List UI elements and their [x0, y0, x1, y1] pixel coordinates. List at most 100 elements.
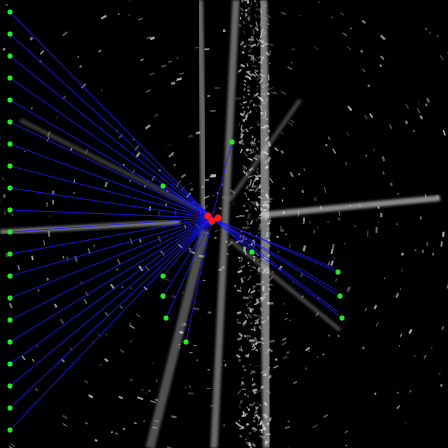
- echo-speckle: [240, 214, 246, 218]
- echo-speckle: [118, 395, 124, 400]
- echo-speckle: [248, 54, 254, 57]
- echo-speckle: [129, 324, 135, 329]
- landmark-point: [249, 249, 255, 255]
- echo-speckle: [176, 180, 182, 186]
- scan-ray: [211, 217, 341, 297]
- echo-speckle: [248, 188, 254, 192]
- echo-speckle: [255, 37, 259, 42]
- echo-speckle: [268, 50, 272, 56]
- echo-speckle: [258, 419, 260, 423]
- echo-speckle: [330, 248, 334, 255]
- echo-speckle: [171, 415, 177, 419]
- echo-speckle: [246, 105, 250, 109]
- landmark-point: [7, 427, 13, 433]
- echo-speckle: [264, 139, 266, 142]
- echo-speckle: [245, 220, 250, 226]
- echo-speckle: [346, 131, 351, 137]
- sensor-origin-marker: [204, 212, 222, 225]
- echo-speckle: [253, 185, 256, 188]
- scan-ray: [9, 217, 213, 299]
- echo-speckle: [62, 31, 68, 37]
- echo-speckle: [281, 341, 287, 346]
- echo-speckle: [262, 31, 267, 37]
- echo-speckle: [301, 295, 304, 299]
- echo-speckle: [446, 283, 448, 289]
- echo-speckle: [244, 368, 247, 371]
- echo-speckle: [206, 388, 211, 390]
- echo-speckle: [259, 419, 263, 425]
- echo-speckle: [440, 241, 443, 247]
- echo-speckle: [223, 359, 226, 362]
- echo-speckle: [209, 175, 216, 178]
- echo-speckle: [203, 195, 210, 199]
- echo-speckle: [323, 413, 329, 418]
- echo-speckle: [46, 136, 50, 142]
- echo-speckle: [242, 101, 248, 104]
- echo-speckle: [242, 296, 249, 300]
- echo-speckle: [46, 202, 48, 207]
- echo-speckle: [8, 302, 13, 309]
- echo-speckle: [261, 429, 263, 433]
- echo-speckle: [255, 203, 259, 206]
- echo-band: [228, 98, 302, 202]
- echo-speckle: [304, 367, 308, 371]
- echo-speckle: [253, 103, 255, 107]
- echo-speckle: [53, 303, 58, 309]
- echo-speckle: [265, 193, 270, 199]
- echo-speckle: [239, 399, 243, 404]
- echo-speckle: [289, 319, 292, 322]
- echo-speckle: [245, 43, 248, 45]
- scan-ray: [211, 217, 343, 319]
- echo-speckle: [364, 307, 368, 312]
- echo-speckle: [262, 295, 266, 298]
- echo-speckle: [307, 349, 311, 353]
- echo-speckle: [243, 83, 247, 86]
- echo-speckle: [251, 135, 254, 138]
- echo-speckle: [265, 433, 271, 435]
- echo-speckle: [268, 187, 270, 189]
- echo-speckle: [282, 210, 286, 215]
- echo-speckle: [244, 13, 249, 19]
- echo-speckle: [252, 371, 256, 374]
- echo-speckle: [265, 231, 269, 238]
- landmark-point: [7, 97, 13, 103]
- echo-speckle: [62, 256, 65, 259]
- echo-speckle: [318, 1, 320, 4]
- echo-speckle: [258, 388, 263, 393]
- echo-speckle: [320, 206, 322, 210]
- landmark-point: [7, 405, 13, 411]
- echo-speckle: [213, 195, 215, 196]
- echo-speckle: [279, 225, 282, 232]
- echo-speckle: [178, 347, 180, 349]
- echo-speckle: [408, 328, 413, 334]
- echo-speckle: [0, 136, 2, 139]
- landmark-point: [160, 273, 166, 279]
- echo-speckle: [313, 197, 317, 202]
- echo-speckle: [284, 425, 291, 430]
- echo-speckle: [239, 130, 244, 136]
- echo-speckle: [252, 255, 255, 258]
- echo-speckle: [289, 171, 294, 178]
- echo-speckle: [266, 26, 268, 29]
- echo-speckle: [235, 214, 242, 218]
- echo-speckle: [263, 293, 269, 296]
- echo-speckle: [247, 262, 249, 265]
- echo-speckle: [37, 288, 40, 292]
- echo-speckle: [264, 165, 269, 169]
- echo-speckle: [252, 203, 255, 205]
- echo-speckle: [252, 442, 256, 448]
- echo-speckle: [258, 347, 261, 350]
- echo-speckle: [51, 190, 55, 195]
- echo-speckle: [253, 137, 256, 142]
- echo-speckle: [242, 245, 246, 250]
- echo-speckle: [262, 286, 265, 291]
- echo-speckle: [244, 354, 250, 358]
- echo-speckle: [210, 405, 213, 407]
- echo-speckle: [238, 122, 241, 127]
- echo-speckle: [332, 148, 337, 154]
- scan-ray: [9, 99, 213, 219]
- echo-speckle: [254, 365, 261, 367]
- echo-speckle: [252, 388, 258, 393]
- echo-speckle: [382, 171, 385, 175]
- echo-speckle: [266, 92, 270, 95]
